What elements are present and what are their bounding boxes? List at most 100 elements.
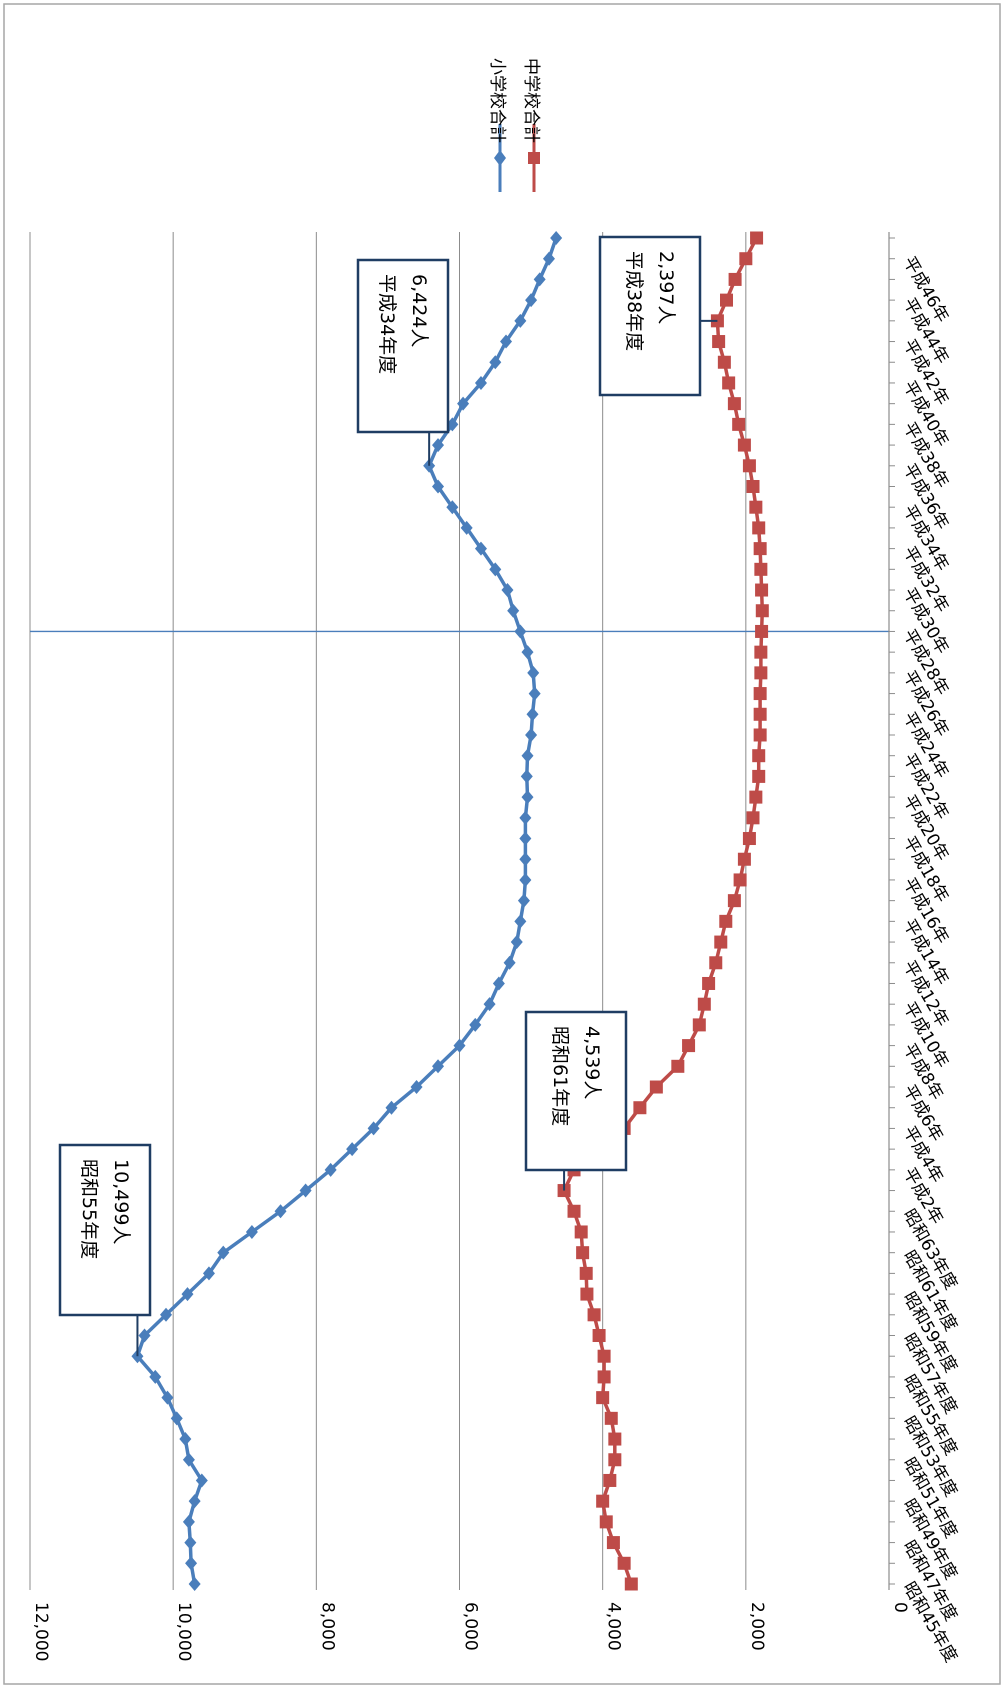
data-point[interactable] — [483, 997, 496, 1012]
data-point[interactable] — [474, 541, 487, 556]
data-point[interactable] — [519, 852, 532, 867]
data-point[interactable] — [500, 334, 513, 349]
data-point[interactable] — [489, 355, 502, 370]
data-point[interactable] — [742, 459, 756, 473]
data-point[interactable] — [739, 252, 753, 266]
data-point[interactable] — [492, 976, 505, 991]
data-point[interactable] — [195, 1473, 208, 1488]
data-point[interactable] — [514, 313, 527, 328]
data-point[interactable] — [592, 1329, 606, 1343]
data-point[interactable] — [274, 1204, 287, 1219]
data-point[interactable] — [170, 1411, 183, 1426]
data-point[interactable] — [521, 645, 534, 660]
data-point[interactable] — [624, 1577, 638, 1591]
data-point[interactable] — [410, 1080, 423, 1095]
data-point[interactable] — [474, 375, 487, 390]
data-point[interactable] — [446, 417, 459, 432]
data-point[interactable] — [299, 1183, 312, 1198]
data-point[interactable] — [469, 1017, 482, 1032]
data-point[interactable] — [714, 935, 728, 949]
data-point[interactable] — [507, 603, 520, 618]
data-point[interactable] — [754, 666, 768, 680]
data-point[interactable] — [514, 624, 527, 639]
data-point[interactable] — [728, 272, 742, 286]
data-point[interactable] — [503, 955, 516, 970]
data-point[interactable] — [432, 479, 445, 494]
data-point[interactable] — [521, 748, 534, 763]
data-point[interactable] — [184, 1535, 197, 1550]
data-point[interactable] — [752, 769, 766, 783]
data-point[interactable] — [202, 1266, 215, 1281]
data-point[interactable] — [576, 1246, 590, 1260]
data-point[interactable] — [697, 997, 711, 1011]
data-point[interactable] — [682, 1039, 696, 1053]
data-point[interactable] — [489, 562, 502, 577]
data-point[interactable] — [519, 810, 532, 825]
data-point[interactable] — [597, 1370, 611, 1384]
data-point[interactable] — [746, 479, 760, 493]
data-point[interactable] — [528, 686, 541, 701]
data-point[interactable] — [742, 832, 756, 846]
data-point[interactable] — [649, 1080, 663, 1094]
data-point[interactable] — [521, 790, 534, 805]
data-point[interactable] — [550, 231, 563, 245]
data-point[interactable] — [753, 707, 767, 721]
data-point[interactable] — [179, 1432, 192, 1447]
data-point[interactable] — [188, 1577, 201, 1591]
data-point[interactable] — [501, 583, 514, 598]
data-point[interactable] — [527, 665, 540, 680]
data-point[interactable] — [182, 1452, 195, 1467]
data-point[interactable] — [181, 1287, 194, 1302]
data-point[interactable] — [733, 873, 747, 887]
data-point[interactable] — [617, 1556, 631, 1570]
data-point[interactable] — [746, 811, 760, 825]
data-point[interactable] — [596, 1391, 610, 1405]
data-point[interactable] — [385, 1100, 398, 1115]
data-point[interactable] — [608, 1453, 622, 1467]
data-point[interactable] — [754, 645, 768, 659]
data-point[interactable] — [533, 272, 546, 287]
data-point[interactable] — [749, 790, 763, 804]
data-point[interactable] — [587, 1308, 601, 1322]
data-point[interactable] — [753, 728, 767, 742]
data-point[interactable] — [324, 1162, 337, 1177]
data-point[interactable] — [753, 687, 767, 701]
data-point[interactable] — [525, 727, 538, 742]
data-point[interactable] — [692, 1018, 706, 1032]
data-point[interactable] — [457, 396, 470, 411]
data-point[interactable] — [520, 769, 533, 784]
data-point[interactable] — [702, 976, 716, 990]
data-point[interactable] — [752, 521, 766, 535]
data-point[interactable] — [138, 1328, 151, 1343]
data-point[interactable] — [245, 1224, 258, 1239]
data-point[interactable] — [603, 1473, 617, 1487]
data-point[interactable] — [525, 293, 538, 308]
data-point[interactable] — [217, 1245, 230, 1260]
data-point[interactable] — [185, 1556, 198, 1571]
data-point[interactable] — [574, 1225, 588, 1239]
data-point[interactable] — [346, 1142, 359, 1157]
data-point[interactable] — [717, 355, 731, 369]
data-point[interactable] — [753, 542, 767, 556]
data-point[interactable] — [597, 1349, 611, 1363]
data-point[interactable] — [182, 1514, 195, 1529]
data-point[interactable] — [567, 1204, 581, 1218]
data-point[interactable] — [579, 1266, 593, 1280]
data-point[interactable] — [719, 914, 733, 928]
data-point[interactable] — [542, 251, 555, 266]
data-point[interactable] — [367, 1121, 380, 1136]
data-point[interactable] — [755, 604, 769, 618]
data-point[interactable] — [149, 1369, 162, 1384]
data-point[interactable] — [432, 438, 445, 453]
data-point[interactable] — [633, 1101, 647, 1115]
data-point[interactable] — [453, 1038, 466, 1053]
data-point[interactable] — [596, 1494, 610, 1508]
data-point[interactable] — [514, 914, 527, 929]
data-point[interactable] — [161, 1390, 174, 1405]
data-point[interactable] — [727, 397, 741, 411]
data-point[interactable] — [432, 1059, 445, 1074]
data-point[interactable] — [712, 335, 726, 349]
data-point[interactable] — [671, 1059, 685, 1073]
data-point[interactable] — [446, 500, 459, 515]
data-point[interactable] — [519, 872, 532, 887]
